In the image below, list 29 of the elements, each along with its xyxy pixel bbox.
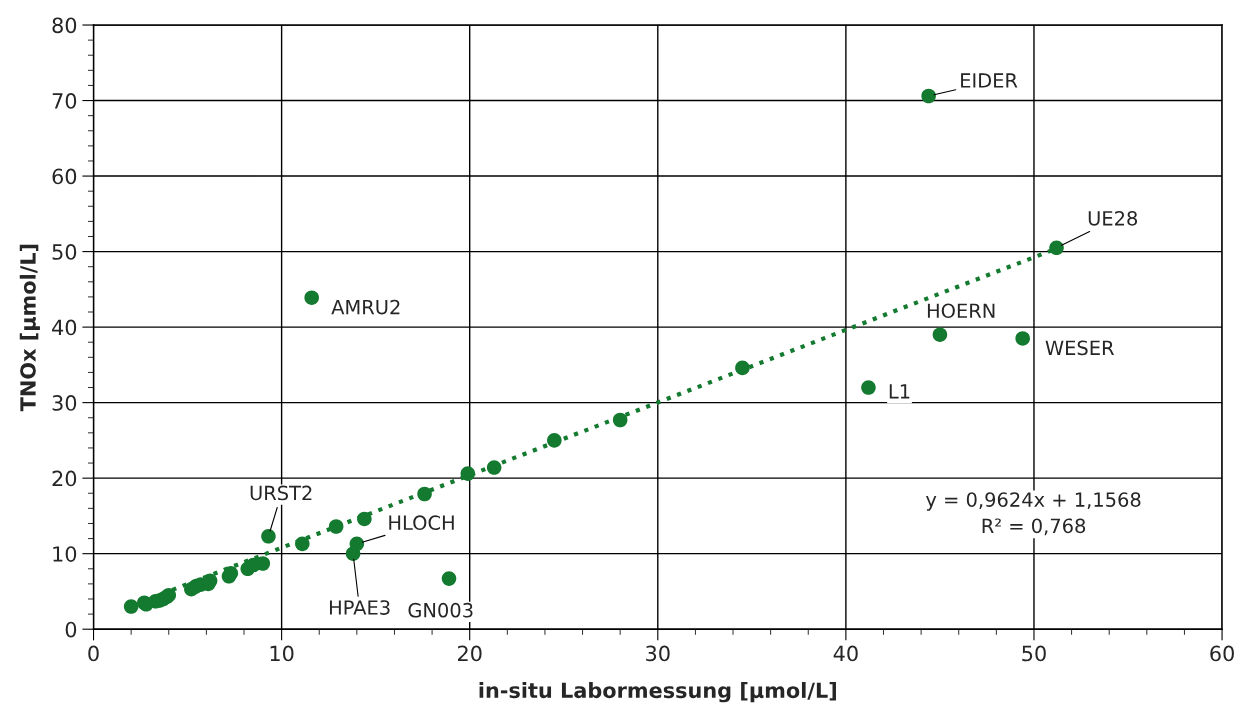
y-tick-label: 30	[52, 395, 77, 411]
annotation: WESER	[1045, 340, 1114, 356]
y-tick-label: 50	[52, 244, 77, 260]
x-tick-label: 60	[1210, 645, 1234, 662]
annotation: HLOCH	[389, 515, 454, 531]
annotation: EIDER	[961, 73, 1018, 88]
annotation: UE28	[1088, 210, 1138, 226]
x-tick-label: 20	[457, 645, 482, 662]
annotation: GN003	[408, 602, 473, 618]
x-tick-label: 40	[833, 645, 858, 662]
y-tick-label: 10	[53, 546, 77, 562]
annotation: y = 0,9624x + 1,1568 R² = 0,768	[925, 492, 1141, 536]
y-tick-label: 0	[65, 621, 77, 638]
x-axis-title: in-situ Labormessung [µmol/L]	[479, 682, 836, 703]
y-axis-title: TNOx [µmol/L]	[19, 244, 40, 412]
x-tick-label: 30	[646, 645, 670, 662]
annotation: AMRU2	[331, 299, 400, 315]
y-tick-label: 40	[52, 319, 77, 336]
x-tick-label: 50	[1022, 645, 1046, 662]
annotation: HOERN	[927, 303, 995, 319]
y-tick-label: 60	[52, 168, 77, 185]
y-tick-label: 80	[52, 17, 77, 34]
x-tick-label: 0	[88, 645, 99, 662]
y-tick-label: 20	[52, 470, 77, 487]
annotation: URST2	[250, 485, 312, 501]
y-tick-label: 70	[52, 93, 77, 109]
annotation: L1	[889, 384, 910, 399]
x-tick-label: 10	[270, 645, 294, 662]
annotation: HPAE3	[330, 600, 390, 615]
